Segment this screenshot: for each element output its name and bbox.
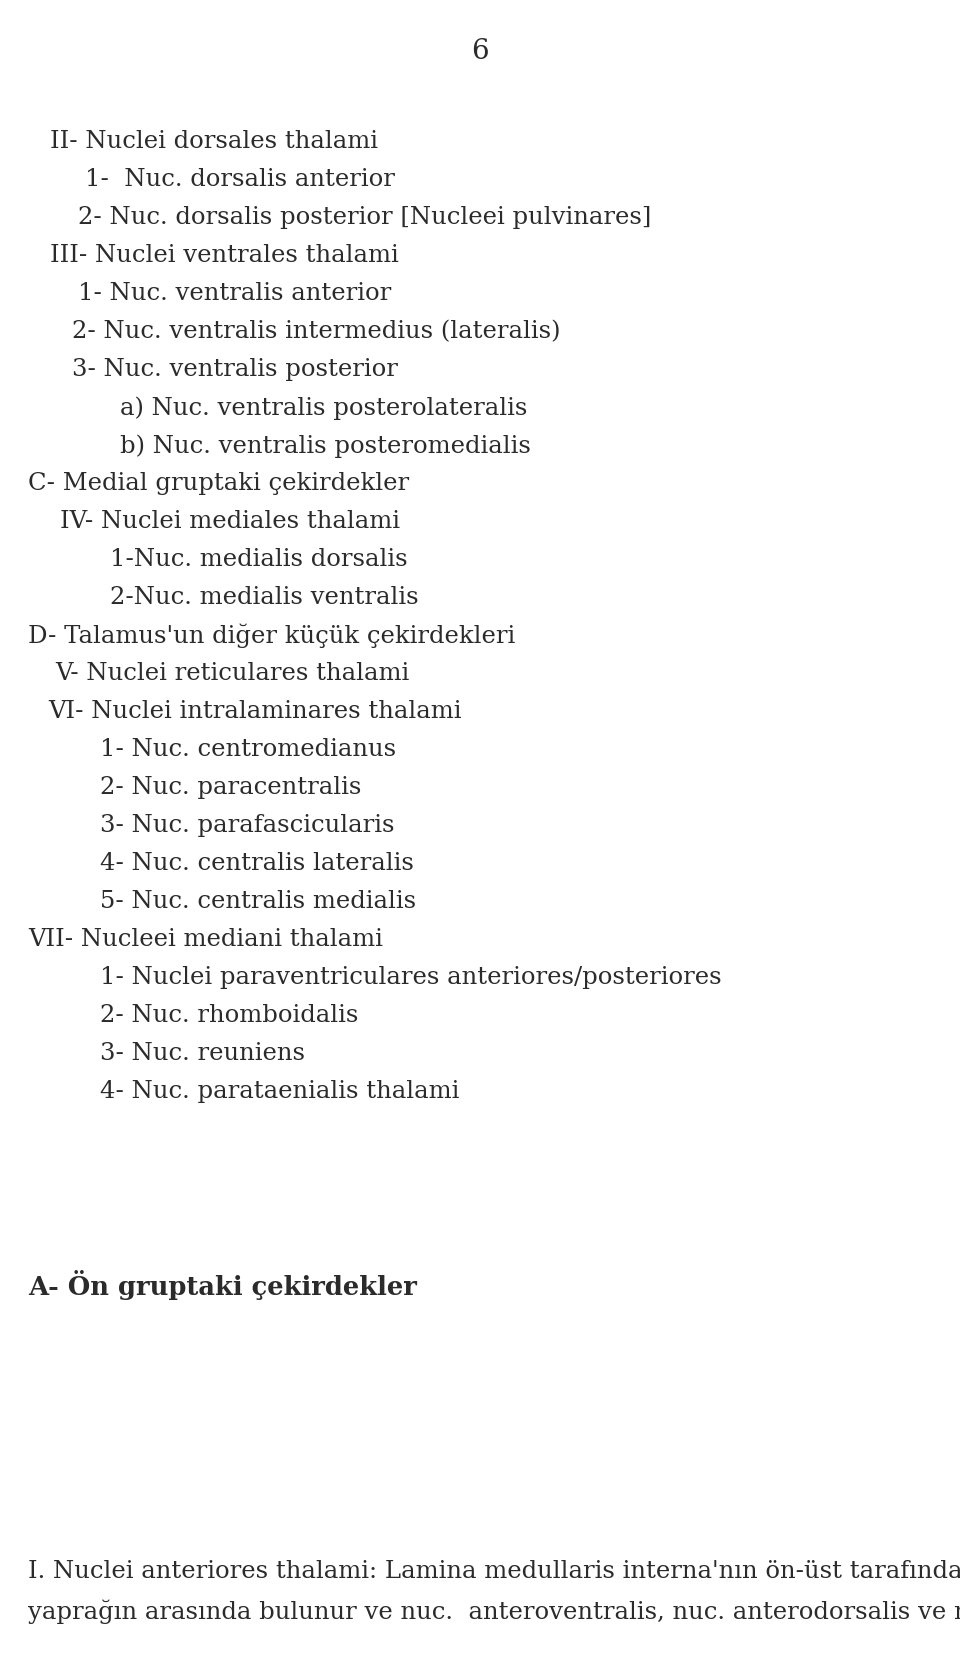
Text: a) Nuc. ventralis posterolateralis: a) Nuc. ventralis posterolateralis: [120, 396, 527, 419]
Text: 3- Nuc. parafascicularis: 3- Nuc. parafascicularis: [100, 814, 395, 837]
Text: b) Nuc. ventralis posteromedialis: b) Nuc. ventralis posteromedialis: [120, 434, 531, 458]
Text: 4- Nuc. centralis lateralis: 4- Nuc. centralis lateralis: [100, 852, 414, 875]
Text: 2- Nuc. ventralis intermedius (lateralis): 2- Nuc. ventralis intermedius (lateralis…: [72, 319, 561, 343]
Text: C- Medial gruptaki çekirdekler: C- Medial gruptaki çekirdekler: [28, 473, 409, 494]
Text: yaprağın arasında bulunur ve nuc.  anteroventralis, nuc. anterodorsalis ve nuc.: yaprağın arasında bulunur ve nuc. antero…: [28, 1601, 960, 1624]
Text: 1-Nuc. medialis dorsalis: 1-Nuc. medialis dorsalis: [110, 547, 408, 571]
Text: 6: 6: [471, 38, 489, 65]
Text: 2- Nuc. dorsalis posterior [Nucleei pulvinares]: 2- Nuc. dorsalis posterior [Nucleei pulv…: [78, 206, 652, 230]
Text: D- Talamus'un diğer küçük çekirdekleri: D- Talamus'un diğer küçük çekirdekleri: [28, 624, 516, 649]
Text: VI- Nuclei intralaminares thalami: VI- Nuclei intralaminares thalami: [48, 701, 462, 722]
Text: 2- Nuc. rhomboidalis: 2- Nuc. rhomboidalis: [100, 1003, 358, 1027]
Text: 1-  Nuc. dorsalis anterior: 1- Nuc. dorsalis anterior: [85, 168, 395, 191]
Text: VII- Nucleei mediani thalami: VII- Nucleei mediani thalami: [28, 929, 383, 952]
Text: 3- Nuc. ventralis posterior: 3- Nuc. ventralis posterior: [72, 358, 397, 381]
Text: III- Nuclei ventrales thalami: III- Nuclei ventrales thalami: [50, 245, 398, 266]
Text: IV- Nuclei mediales thalami: IV- Nuclei mediales thalami: [60, 509, 400, 532]
Text: 2-Nuc. medialis ventralis: 2-Nuc. medialis ventralis: [110, 586, 419, 609]
Text: I. Nuclei anteriores thalami: Lamina medullaris interna'nın ön-üst tarafındaki i: I. Nuclei anteriores thalami: Lamina med…: [28, 1561, 960, 1582]
Text: 2- Nuc. paracentralis: 2- Nuc. paracentralis: [100, 775, 361, 799]
Text: 3- Nuc. reuniens: 3- Nuc. reuniens: [100, 1042, 305, 1065]
Text: II- Nuclei dorsales thalami: II- Nuclei dorsales thalami: [50, 130, 378, 153]
Text: 1- Nuclei paraventriculares anteriores/posteriores: 1- Nuclei paraventriculares anteriores/p…: [100, 967, 722, 988]
Text: 5- Nuc. centralis medialis: 5- Nuc. centralis medialis: [100, 890, 416, 914]
Text: 4- Nuc. parataenialis thalami: 4- Nuc. parataenialis thalami: [100, 1080, 460, 1103]
Text: 1- Nuc. ventralis anterior: 1- Nuc. ventralis anterior: [78, 281, 392, 305]
Text: 1- Nuc. centromedianus: 1- Nuc. centromedianus: [100, 739, 396, 760]
Text: V- Nuclei reticulares thalami: V- Nuclei reticulares thalami: [55, 662, 409, 686]
Text: A- Ön gruptaki çekirdekler: A- Ön gruptaki çekirdekler: [28, 1270, 417, 1300]
